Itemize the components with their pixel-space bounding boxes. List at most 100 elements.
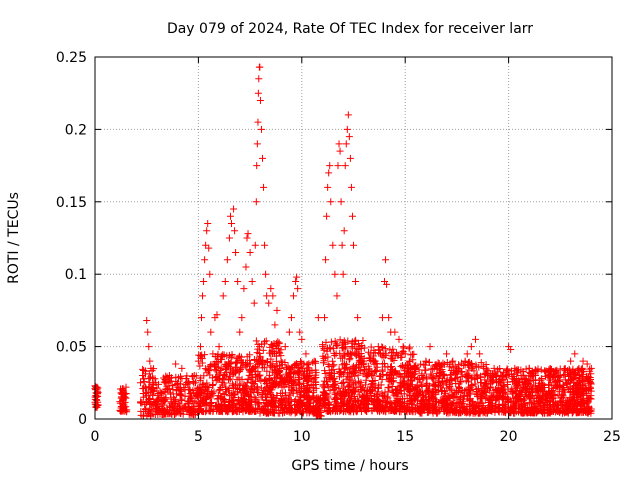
data-point: [221, 277, 229, 285]
data-point: [263, 391, 271, 399]
data-point: [223, 369, 231, 377]
y-tick-label: 0.15: [56, 195, 87, 211]
data-point: [294, 379, 302, 387]
data-point: [233, 359, 241, 367]
data-point: [352, 351, 360, 359]
data-point: [259, 154, 267, 162]
data-point: [351, 379, 359, 387]
data-point: [321, 400, 329, 408]
data-point: [268, 383, 276, 391]
data-point: [334, 162, 342, 170]
data-point: [203, 402, 211, 410]
data-point: [346, 381, 354, 389]
data-point: [268, 394, 276, 402]
data-point: [255, 75, 263, 83]
data-point: [296, 380, 304, 388]
data-point: [259, 346, 267, 354]
data-point: [234, 277, 242, 285]
data-point: [299, 365, 307, 373]
data-point: [227, 220, 235, 228]
y-tick-label: 0.2: [65, 122, 87, 138]
data-point: [348, 338, 356, 346]
data-point: [255, 372, 263, 380]
y-tick-label: 0.25: [56, 50, 87, 66]
data-point: [350, 380, 358, 388]
data-point: [302, 350, 310, 358]
data-point: [323, 344, 331, 352]
data-point: [243, 379, 251, 387]
data-point: [273, 306, 281, 314]
data-point: [325, 169, 333, 177]
data-point: [195, 406, 203, 414]
data-point: [399, 343, 407, 351]
data-point: [292, 362, 300, 370]
data-point: [254, 118, 262, 126]
data-point: [167, 399, 175, 407]
data-point: [231, 227, 239, 235]
data-point: [245, 401, 253, 409]
data-point: [344, 337, 352, 345]
data-point: [242, 383, 250, 391]
data-point: [252, 377, 260, 385]
data-point: [342, 375, 350, 383]
data-point: [226, 212, 234, 220]
data-point: [246, 356, 254, 364]
data-point: [196, 362, 204, 370]
data-point: [211, 360, 219, 368]
data-point: [267, 285, 275, 293]
data-point: [271, 374, 279, 382]
data-point: [300, 360, 308, 368]
data-point: [154, 407, 162, 415]
data-point: [256, 96, 264, 104]
data-point: [348, 370, 356, 378]
data-point: [199, 292, 207, 300]
data-point: [227, 353, 235, 361]
data-point: [246, 360, 254, 368]
data-point: [269, 401, 277, 409]
data-point: [273, 392, 281, 400]
data-point: [271, 321, 279, 329]
data-point: [274, 368, 282, 376]
data-point: [203, 383, 211, 391]
data-point: [350, 241, 357, 249]
data-point: [236, 365, 244, 373]
data-point: [271, 397, 279, 405]
data-point: [321, 314, 329, 322]
data-point: [256, 409, 264, 417]
data-point: [238, 385, 246, 393]
data-point: [240, 285, 248, 293]
data-point: [250, 299, 258, 307]
data-point: [281, 343, 289, 351]
data-point: [236, 406, 244, 414]
data-point: [343, 372, 351, 380]
data-point: [330, 361, 338, 369]
data-point: [324, 183, 332, 191]
data-point: [298, 335, 306, 343]
data-point: [232, 380, 240, 388]
data-point: [154, 390, 162, 398]
data-point: [160, 378, 168, 386]
data-point: [289, 363, 297, 371]
data-point: [178, 397, 186, 405]
data-point: [309, 383, 317, 391]
data-point: [263, 292, 271, 300]
data-point: [245, 392, 253, 400]
data-point: [252, 395, 260, 403]
data-point: [206, 407, 214, 415]
data-point: [197, 394, 205, 402]
data-point: [216, 403, 224, 411]
data-point: [177, 395, 185, 403]
data-point: [338, 380, 346, 388]
data-point: [231, 363, 239, 371]
data-point: [346, 349, 354, 357]
data-point: [212, 357, 220, 365]
data-point: [177, 409, 185, 417]
data-point: [406, 343, 414, 351]
data-points: [91, 63, 595, 420]
data-point: [261, 241, 269, 249]
data-point: [160, 410, 168, 418]
data-point: [151, 410, 159, 418]
data-point: [231, 406, 239, 414]
data-point: [238, 375, 246, 383]
